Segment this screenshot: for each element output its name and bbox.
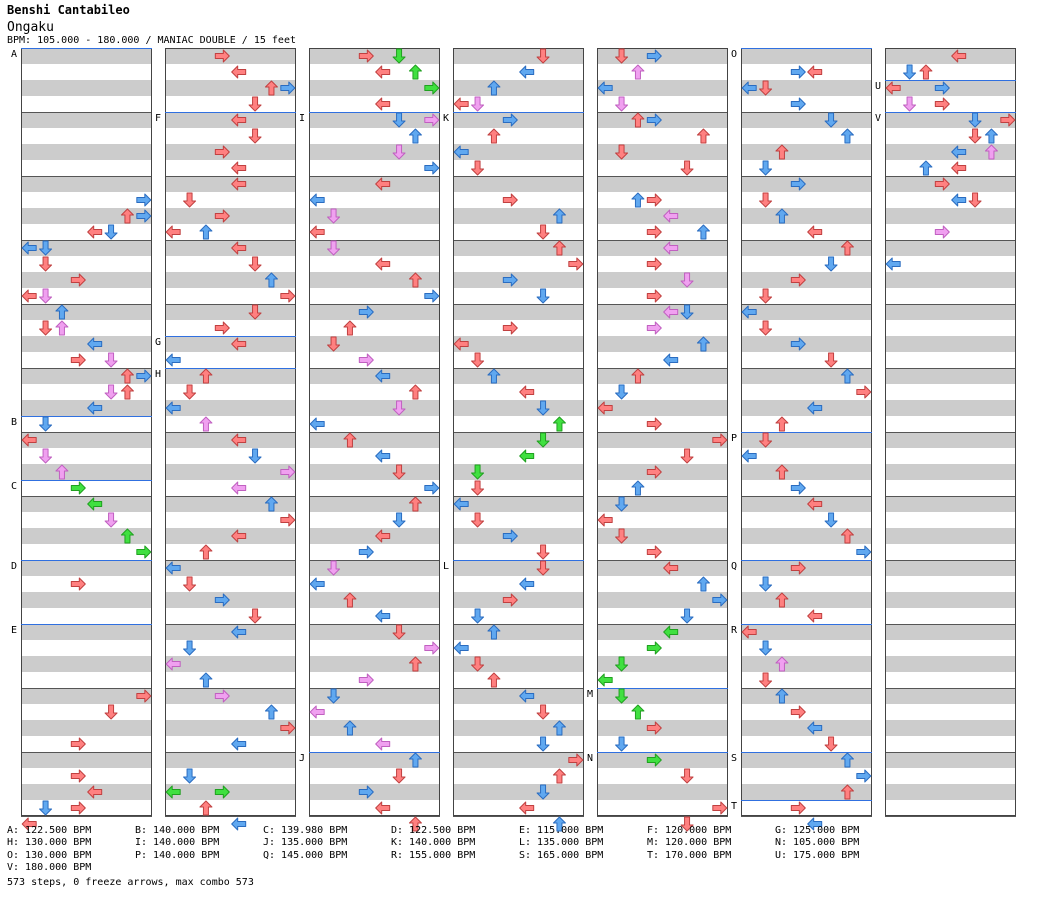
section-marker-label: P [731, 433, 737, 444]
bpm-legend-row: A: 122.500 BPM B: 140.000 BPM C: 139.980 B… [7, 825, 903, 837]
bpm-entry: B: 140.000 BPM [135, 825, 220, 836]
section-marker: S [731, 752, 872, 764]
bpm-entry: U: 175.000 BPM [775, 849, 860, 861]
section-marker: G [155, 336, 296, 348]
section-marker: F [155, 112, 296, 124]
section-marker-label: R [731, 625, 738, 636]
chart-column [597, 48, 728, 817]
section-marker-label: G [155, 337, 161, 348]
bpm-legend-row: O: 130.000 BPM P: 140.000 BPM Q: 145.000 B… [7, 850, 903, 862]
section-marker-label: M [587, 689, 593, 700]
section-marker: U [875, 80, 1016, 92]
bpm-entry: C: 139.980 BPM [263, 825, 348, 836]
section-marker-label: V [875, 113, 881, 124]
bpm-entry: N: 105.000 BPM [775, 837, 860, 849]
section-marker-label: I [299, 113, 305, 124]
section-marker: Q [731, 560, 872, 572]
section-marker-label: O [731, 49, 737, 60]
song-artist: Ongaku [7, 20, 54, 35]
bpm-entry: D: 122.500 BPM [391, 825, 476, 836]
bpm-entry: O: 130.000 BPM [7, 849, 92, 861]
section-marker: M [587, 688, 728, 700]
bpm-entry: S: 165.000 BPM [519, 849, 604, 861]
section-marker-label: C [11, 481, 17, 492]
step-summary: 573 steps, 0 freeze arrows, max combo 57… [7, 877, 254, 888]
chart-columns [21, 48, 1016, 817]
section-marker-label: L [443, 561, 449, 572]
section-marker: O [731, 48, 872, 60]
chart-column [309, 48, 440, 817]
bpm-entry: T: 170.000 BPM [647, 849, 732, 861]
bpm-legend-row: V: 180.000 BPM [7, 862, 903, 874]
chart-column [21, 48, 152, 817]
section-marker-label: F [155, 113, 161, 124]
section-marker-label: K [443, 113, 449, 124]
bpm-entry: V: 180.000 BPM [7, 861, 92, 873]
bpm-entry: A: 122.500 BPM [7, 825, 92, 836]
section-marker-label: H [155, 369, 161, 380]
section-marker-label: U [875, 81, 881, 92]
bpm-entry: G: 125.000 BPM [775, 825, 860, 836]
bpm-entry: J: 135.000 BPM [263, 837, 348, 849]
section-markers: A B C D E F G H I J K L M N O P Q R S T U V [11, 48, 1016, 812]
section-marker: L [443, 560, 584, 572]
section-marker-label: J [299, 753, 305, 764]
bpm-entry: M: 120.000 BPM [647, 837, 732, 849]
section-marker-label: E [11, 625, 17, 636]
section-marker: B [11, 416, 152, 428]
bpm-entry: L: 135.000 BPM [519, 837, 604, 849]
section-marker: K [443, 112, 584, 124]
section-marker-label: T [731, 801, 737, 812]
section-marker: V [875, 112, 1016, 124]
section-marker-label: D [11, 561, 17, 572]
section-marker: C [11, 480, 152, 492]
section-marker: R [731, 624, 872, 636]
bpm-legend-row: H: 130.000 BPM I: 140.000 BPM J: 135.000 B… [7, 837, 903, 849]
section-marker-label: Q [731, 561, 737, 572]
bpm-entry: E: 115.000 BPM [519, 825, 604, 836]
section-marker: D [11, 560, 152, 572]
section-marker: N [587, 752, 728, 764]
song-title: Benshi Cantabileo [7, 3, 130, 17]
section-marker: I [299, 112, 440, 124]
section-marker-label: B [11, 417, 17, 428]
bpm-entry: Q: 145.000 BPM [263, 849, 348, 861]
chart-column [453, 48, 584, 817]
section-marker: P [731, 432, 872, 444]
bpm-entry: F: 120.000 BPM [647, 825, 732, 836]
chart-column [885, 48, 1016, 817]
chart-column [165, 48, 296, 817]
section-marker: A [11, 48, 152, 60]
bpm-entry: P: 140.000 BPM [135, 849, 220, 861]
chart-info: BPM: 105.000 - 180.000 / MANIAC DOUBLE /… [7, 35, 296, 46]
section-marker-label: A [11, 49, 17, 60]
bpm-legend: A: 122.500 BPM B: 140.000 BPM C: 139.980 B… [7, 825, 903, 874]
section-marker: T [731, 800, 872, 812]
section-marker: J [299, 752, 440, 764]
section-marker: H [155, 368, 296, 380]
section-marker-label: S [731, 753, 737, 764]
bpm-entry: R: 155.000 BPM [391, 849, 476, 861]
section-marker-label: N [587, 753, 593, 764]
bpm-entry: H: 130.000 BPM [7, 837, 92, 849]
bpm-entry: K: 140.000 BPM [391, 837, 476, 849]
section-marker: E [11, 624, 152, 636]
bpm-entry: I: 140.000 BPM [135, 837, 220, 849]
